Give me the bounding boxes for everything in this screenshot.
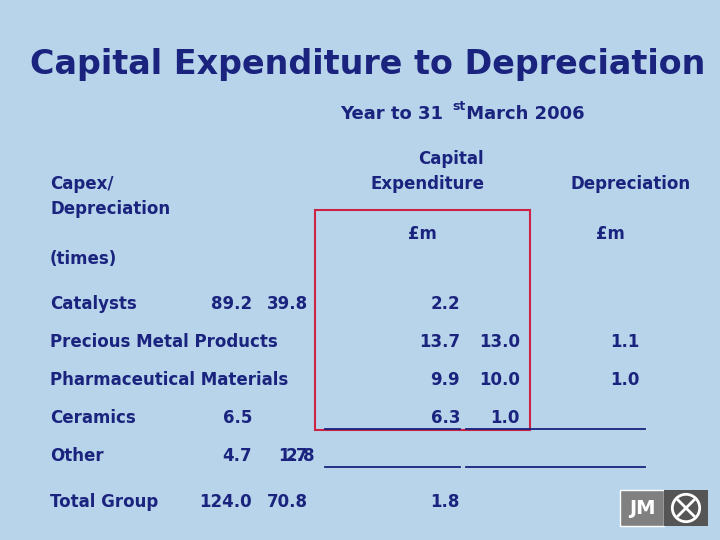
Text: 1.7: 1.7: [279, 447, 308, 465]
Text: 89.2: 89.2: [211, 295, 252, 313]
Text: 13.7: 13.7: [419, 333, 460, 351]
Text: Capex/: Capex/: [50, 175, 114, 193]
Text: Year to 31: Year to 31: [340, 105, 443, 123]
Text: 4.7: 4.7: [222, 447, 252, 465]
Text: 13.0: 13.0: [479, 333, 520, 351]
Text: 124.0: 124.0: [199, 493, 252, 511]
Text: 1.8: 1.8: [431, 493, 460, 511]
Text: 39.8: 39.8: [267, 295, 308, 313]
Text: 2.8: 2.8: [286, 447, 315, 465]
Text: 1.1: 1.1: [611, 333, 640, 351]
Text: Expenditure: Expenditure: [370, 175, 484, 193]
Bar: [664, 490, 708, 526]
Text: Depreciation: Depreciation: [570, 175, 690, 193]
Text: Depreciation: Depreciation: [50, 200, 170, 218]
Text: Capital: Capital: [418, 150, 484, 168]
Text: (times): (times): [50, 250, 117, 268]
Bar: [620, 490, 664, 526]
Text: Total Group: Total Group: [50, 493, 158, 511]
Text: 6.3: 6.3: [431, 409, 460, 427]
Text: Other: Other: [50, 447, 104, 465]
Text: 6.5: 6.5: [222, 409, 252, 427]
Text: Precious Metal Products: Precious Metal Products: [50, 333, 278, 351]
Text: 70.8: 70.8: [267, 493, 308, 511]
Text: Catalysts: Catalysts: [50, 295, 137, 313]
Bar: [315, 210, 530, 430]
Text: Ceramics: Ceramics: [50, 409, 136, 427]
Text: Capital Expenditure to Depreciation: Capital Expenditure to Depreciation: [30, 48, 706, 81]
Text: Pharmaceutical Materials: Pharmaceutical Materials: [50, 371, 288, 389]
Text: 2.2: 2.2: [431, 295, 460, 313]
Text: £m: £m: [595, 225, 624, 243]
Text: 9.9: 9.9: [431, 371, 460, 389]
Text: st: st: [452, 100, 465, 113]
Text: 1.0: 1.0: [490, 409, 520, 427]
Text: £m: £m: [408, 225, 436, 243]
Text: 1.0: 1.0: [611, 371, 640, 389]
Text: JM: JM: [629, 498, 655, 517]
Text: March 2006: March 2006: [460, 105, 585, 123]
Text: 10.0: 10.0: [479, 371, 520, 389]
